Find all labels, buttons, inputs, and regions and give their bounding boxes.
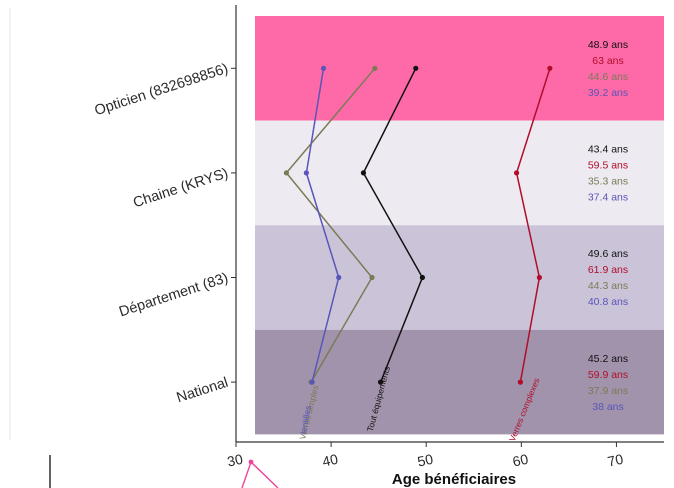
data-point [536,274,543,281]
x-tick-label: 30 [226,451,245,470]
data-point [517,379,523,385]
data-point [372,65,378,71]
value-label: 44.3 ans [588,280,628,292]
x-tick-label: 70 [606,451,625,470]
category-labels: Opticien (832698856) Chaine (KRYS) Départe… [93,61,236,406]
data-point [413,65,419,71]
category-label: Département (83) [117,270,230,320]
category-band [255,16,664,121]
category-band [255,225,664,330]
series-line [305,68,340,383]
data-point [547,65,553,71]
x-tick-label: 40 [321,451,340,470]
value-label: 40.8 ans [588,296,628,308]
value-label: 45.2 ans [588,353,628,365]
value-label: 37.9 ans [588,385,628,397]
value-label: 59.9 ans [588,369,628,381]
series-name-label: lentilles [298,405,313,435]
value-label: 49.6 ans [588,248,628,260]
category-label: Opticien (832698856) [93,61,231,119]
value-labels: 48.9 ans 63 ans 44.6 ans 39.2 ans 43.4 ans 59… [588,39,628,413]
value-label: 61.9 ans [588,264,628,276]
value-label: 59.5 ans [588,160,628,172]
axes [235,5,664,443]
data-point [303,170,309,176]
data-point [336,274,342,281]
data-point [309,379,315,385]
data-point [513,170,520,176]
value-label: 63 ans [592,55,624,67]
value-label: 43.4 ans [588,144,628,156]
x-axis-title: Age bénéficiaires [392,471,516,488]
x-ticks: 30 40 50 60 70 [226,442,625,470]
value-label: 38 ans [592,401,624,413]
value-label: 48.9 ans [588,39,628,51]
data-point [377,379,384,385]
category-band [255,120,664,226]
value-label: 39.2 ans [588,87,628,99]
category-label: National [175,375,231,407]
category-label: Chaine (KRYS) [131,165,230,211]
category-band [255,329,664,435]
inset-pink-point [248,459,254,465]
inset-pink-line [241,460,279,488]
data-point [320,65,327,71]
value-label: 44.6 ans [588,71,628,83]
series-line [285,67,376,383]
data-point [419,274,426,281]
data-point [283,170,290,176]
series-lines [283,65,553,385]
value-label: 37.4 ans [588,192,628,204]
series-line [515,68,551,383]
series-line [362,67,424,383]
data-point [360,170,367,176]
value-label: 35.3 ans [588,176,628,188]
x-tick-label: 60 [511,451,530,470]
category-bands [255,16,664,435]
x-tick-label: 50 [416,451,435,470]
data-point [369,274,375,281]
